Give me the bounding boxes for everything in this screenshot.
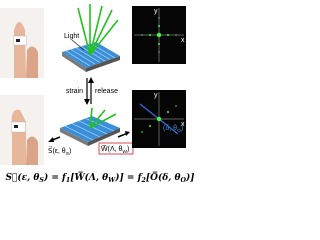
subscript: O [177,128,181,134]
subscript: W [108,177,116,184]
subscript: W [122,149,127,155]
text-segment: ) = f [43,172,68,183]
diffraction-pattern-top: x y [132,6,186,64]
diffraction-pattern-bottom: (δ, θO) x y [132,90,186,148]
device-straight: Light [62,4,120,72]
y-label-top: y [154,8,158,15]
angle-label: (δ, θO) [163,125,183,134]
text-segment: S⃗(ε, θ [5,172,39,183]
subscript: S [66,151,70,157]
strain-label: strain [66,88,83,95]
strain-release: strain release [66,77,118,105]
text-segment: )] = f [114,172,143,183]
subscript: 2 [140,177,146,184]
text-segment: (δ, θ [163,125,177,132]
x-label-top: x [181,37,185,44]
equation: S⃗(ε, θS) = f1[W̅(Λ, θW)] = f2[O̅(δ, θO)… [5,171,194,184]
device-strained: S⃗(ε, θS) W̅(Λ, θW) [48,107,134,157]
x-label-bottom: x [181,121,185,128]
text-segment: W̅(Λ, θ [101,145,123,153]
text-segment: )] [185,172,195,183]
light-label: Light [64,33,79,40]
finger-photo-bent [0,95,44,165]
subscript: O [180,177,186,184]
text-segment: ) [127,146,129,153]
y-label-bottom: y [154,92,158,99]
text-segment: [W̅(Λ, θ [70,171,108,183]
text-segment: [O̅(δ, θ [146,171,181,183]
finger-photo-straight [0,8,44,78]
text-segment: ) [69,148,71,155]
subscript: 1 [66,177,70,184]
release-label: release [95,88,118,95]
subscript: S [39,177,44,184]
grating-label: W̅(Λ, θW) [101,145,129,155]
text-segment: S⃗(ε, θ [48,146,66,155]
strain-vector-label: S⃗(ε, θS) [48,146,71,157]
text-segment: ) [181,125,183,132]
figure: Light x y strain release [0,4,195,184]
